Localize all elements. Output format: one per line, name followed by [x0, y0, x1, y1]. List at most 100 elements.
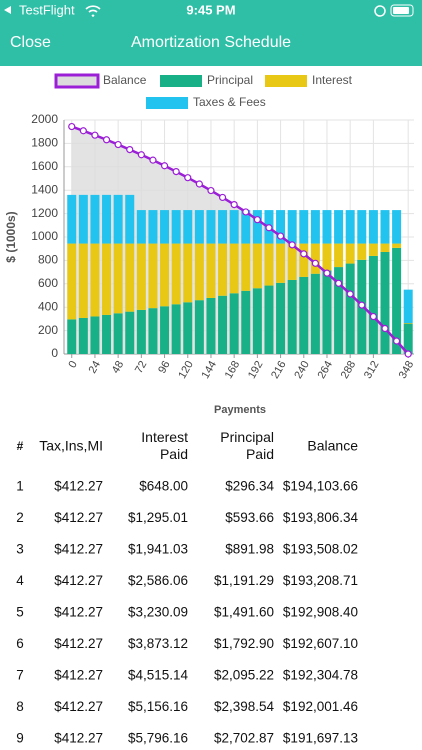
- back-arrow-icon[interactable]: [4, 6, 11, 14]
- table-cell: $193,806.34: [283, 510, 359, 525]
- bar-segment: [368, 243, 378, 256]
- bar-segment: [218, 295, 228, 354]
- balance-point: [253, 216, 261, 224]
- bar-segment: [194, 300, 204, 354]
- bar-segment: [276, 282, 286, 354]
- balance-point: [137, 151, 145, 159]
- y-tick-label: 1800: [31, 136, 58, 150]
- bar-segment: [334, 210, 344, 244]
- balance-point: [369, 312, 377, 321]
- balance-point: [160, 162, 169, 170]
- table-cell: $593.66: [225, 510, 274, 525]
- bar-segment: [322, 210, 332, 244]
- bar-segment: [229, 293, 239, 354]
- table-cell: $192,908.40: [283, 605, 358, 620]
- close-button[interactable]: Close: [10, 34, 51, 51]
- bar-segment: [194, 210, 204, 244]
- bar-segment: [78, 243, 88, 318]
- bar-segment: [102, 243, 112, 315]
- bar-segment: [183, 302, 193, 354]
- bar-segment: [334, 267, 344, 354]
- bar-segment: [90, 243, 100, 317]
- y-tick-label: 1200: [31, 206, 58, 220]
- bar-segment: [90, 194, 100, 244]
- bar-segment: [160, 306, 170, 354]
- table-cell: 5: [16, 605, 24, 620]
- y-tick-label: 400: [38, 299, 58, 313]
- table-cell: $412.27: [54, 731, 103, 746]
- bar-segment: [299, 210, 309, 244]
- table-cell: $3,230.09: [128, 605, 188, 620]
- bar-segment: [403, 323, 413, 354]
- status-app[interactable]: TestFlight: [19, 2, 75, 17]
- bar-segment: [148, 308, 158, 354]
- bar-segment: [310, 243, 320, 274]
- bar-segment: [403, 322, 413, 324]
- y-tick-label: 1000: [31, 229, 58, 243]
- balance-point: [358, 301, 366, 309]
- status-time: 9:45 PM: [186, 2, 235, 17]
- table-cell: $193,208.71: [283, 573, 358, 588]
- bar-segment: [264, 243, 274, 286]
- lock-icon: [374, 5, 386, 17]
- bar-segment: [334, 243, 344, 268]
- bar-segment: [357, 243, 367, 260]
- bar-segment: [276, 210, 286, 244]
- table-cell: $412.27: [54, 668, 103, 683]
- table-cell: $412.27: [54, 636, 103, 651]
- balance-point: [184, 174, 192, 182]
- bar-segment: [403, 289, 413, 323]
- bar-segment: [113, 243, 123, 314]
- bar-segment: [171, 243, 181, 305]
- balance-point: [392, 337, 401, 345]
- table-cell: 4: [16, 573, 24, 588]
- x-tick-label: 24: [87, 359, 104, 376]
- bar-segment: [229, 210, 239, 244]
- balance-point: [276, 232, 285, 240]
- x-tick-label: 288: [339, 359, 359, 381]
- x-axis-label: Payments: [214, 404, 266, 416]
- bar-segment: [206, 210, 216, 244]
- table-cell: 3: [16, 542, 24, 557]
- bar-segment: [392, 247, 402, 354]
- bar-segment: [357, 210, 367, 244]
- table-cell: 9: [16, 731, 24, 746]
- legend-swatch: [54, 73, 100, 89]
- table-cell: $1,295.01: [128, 510, 188, 525]
- balance-point: [68, 122, 76, 131]
- battery-level: [393, 7, 409, 14]
- bar-segment: [206, 243, 216, 298]
- bar-segment: [310, 210, 320, 244]
- table-cell: $194,103.66: [283, 479, 358, 494]
- bar-segment: [102, 314, 112, 354]
- y-axis-label: $ (1000s): [4, 211, 18, 262]
- table-cell: $5,796.16: [128, 731, 188, 746]
- bar-segment: [276, 243, 286, 283]
- balance-point: [114, 140, 122, 149]
- balance-point: [218, 193, 227, 202]
- table-header: Balance: [307, 438, 358, 454]
- bar-segment: [125, 311, 135, 354]
- balance-point: [79, 127, 87, 135]
- balance-point: [288, 241, 296, 249]
- table-cell: $192,304.78: [283, 668, 358, 683]
- table-cell: $5,156.16: [128, 699, 188, 714]
- bar-segment: [252, 288, 262, 354]
- bar-segment: [287, 279, 297, 354]
- x-tick-label: 312: [362, 359, 382, 381]
- table-cell: 8: [16, 699, 24, 714]
- table-header: Interest Paid: [141, 429, 188, 462]
- table-cell: $412.27: [54, 605, 103, 620]
- bar-segment: [264, 285, 274, 354]
- bar-segment: [78, 317, 88, 354]
- bar-segment: [136, 309, 146, 354]
- bar-segment: [392, 210, 402, 244]
- bar-segment: [67, 194, 77, 244]
- bar-segment: [160, 210, 170, 244]
- bar-segment: [241, 210, 251, 244]
- table-cell: 1: [16, 479, 24, 494]
- x-tick-label: 216: [269, 359, 289, 381]
- bar-segment: [125, 194, 135, 244]
- balance-point: [207, 186, 215, 195]
